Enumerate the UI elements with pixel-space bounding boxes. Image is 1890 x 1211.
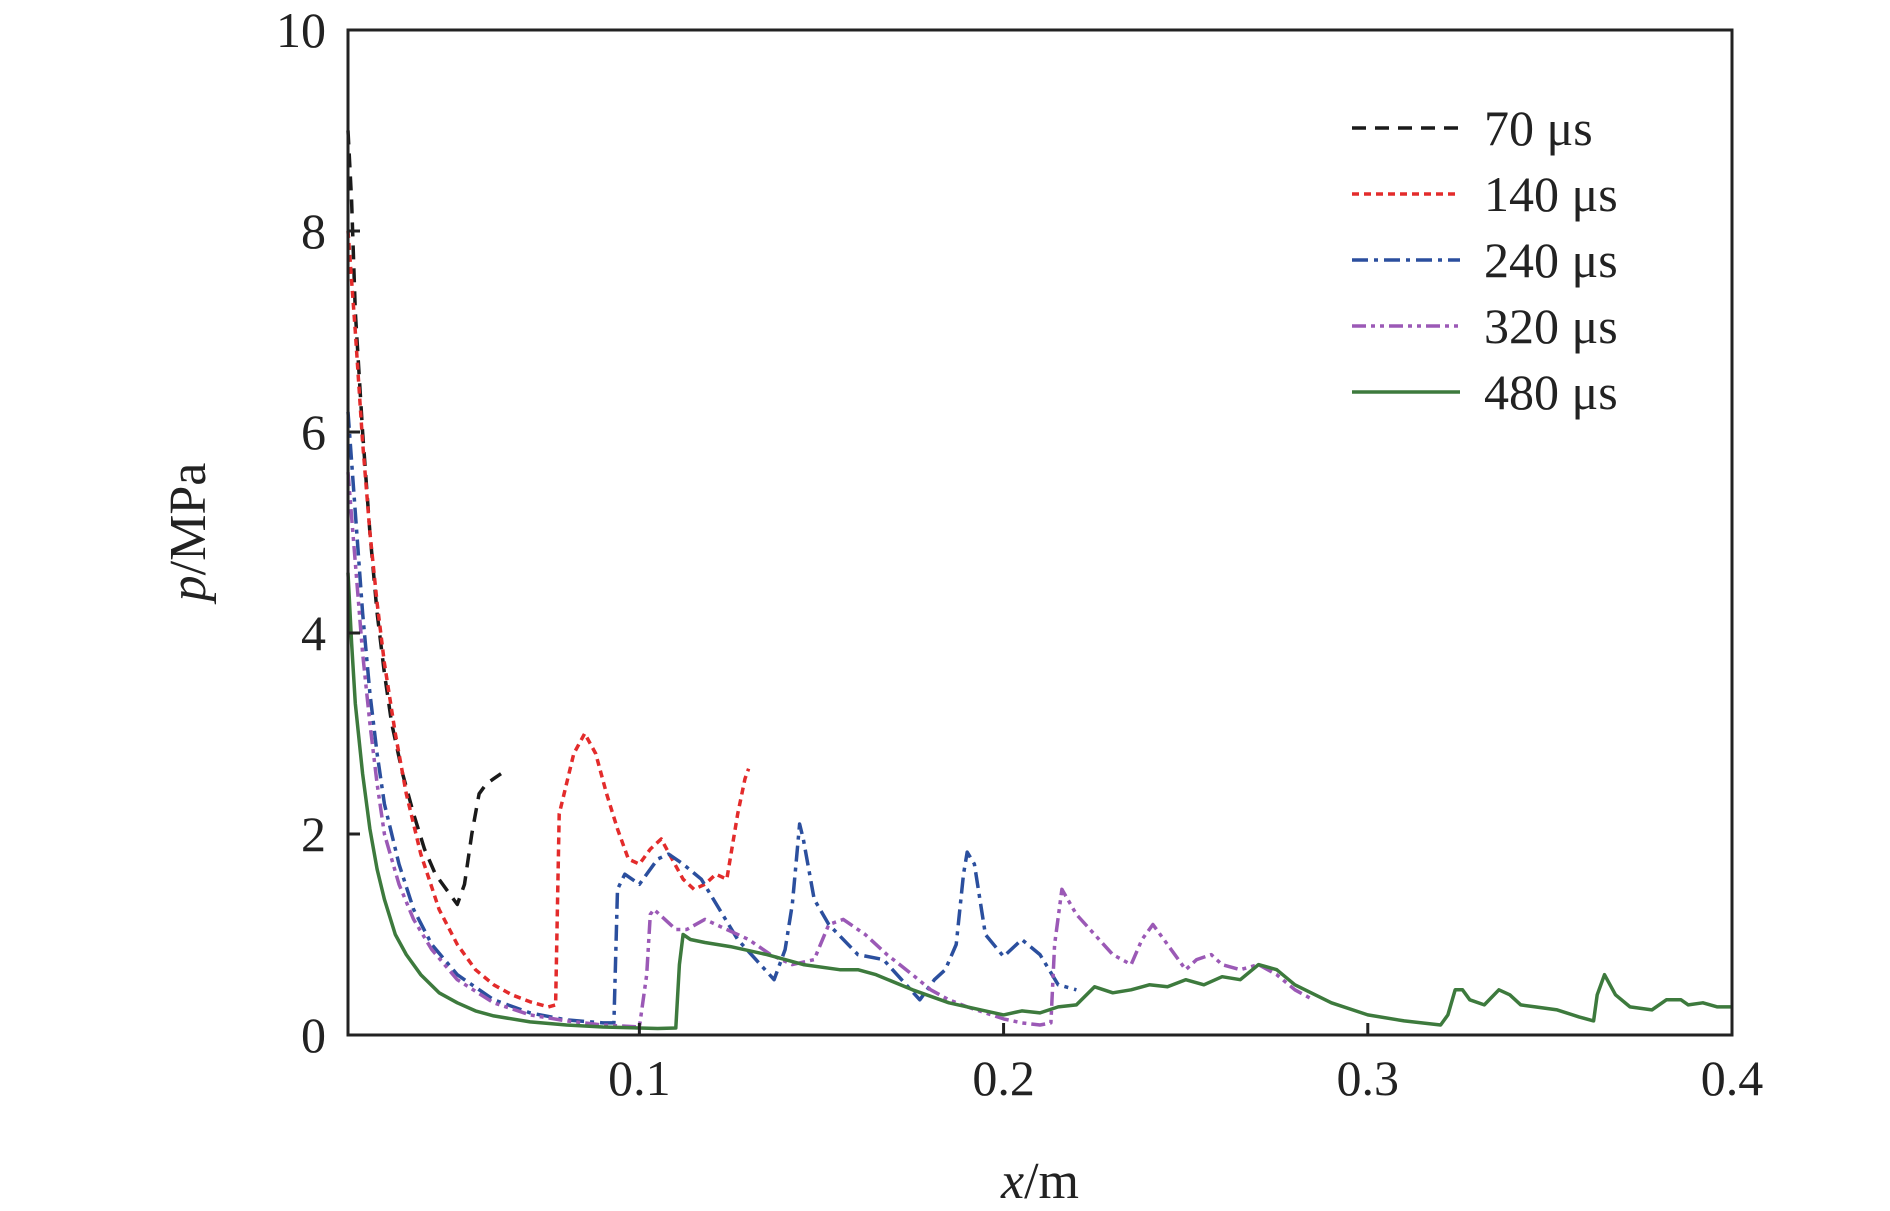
series-layer xyxy=(346,130,1732,1031)
x-tick-label: 0.4 xyxy=(1701,1050,1764,1106)
y-tick-label: 6 xyxy=(301,404,326,460)
y-axis-label: p/MPa xyxy=(160,463,217,606)
y-tick-label: 0 xyxy=(301,1007,326,1063)
x-tick-label: 0.1 xyxy=(608,1050,671,1106)
x-axis-variable: x xyxy=(1000,1153,1024,1210)
x-axis-unit: /m xyxy=(1024,1153,1079,1210)
legend-label-4: 320 μs xyxy=(1484,298,1618,354)
series-line-3 xyxy=(346,411,1077,1025)
y-axis-unit: /MPa xyxy=(160,463,217,576)
legend-label-5: 480 μs xyxy=(1484,364,1618,420)
x-axis-label: x/m xyxy=(1000,1153,1079,1210)
x-tick-label: 0.3 xyxy=(1337,1050,1400,1106)
y-tick-label: 2 xyxy=(301,806,326,862)
y-axis-variable: p xyxy=(160,575,217,605)
x-ticks: 0.1 0.2 0.3 0.4 xyxy=(608,1023,1763,1106)
y-tick-label: 8 xyxy=(301,203,326,259)
series-line-5 xyxy=(346,572,1732,1031)
y-tick-label: 4 xyxy=(301,605,326,661)
legend-label-1: 70 μs xyxy=(1484,100,1593,156)
legend-label-3: 240 μs xyxy=(1484,232,1618,288)
y-tick-label: 10 xyxy=(276,2,326,58)
series-line-2 xyxy=(346,230,751,1009)
plot-frame xyxy=(346,28,1734,1037)
legend-label-2: 140 μs xyxy=(1484,166,1618,222)
series-line-4 xyxy=(346,472,1315,1029)
legend: 70 μs 140 μs 240 μs 320 μs 480 μs xyxy=(1352,100,1618,420)
x-tick-label: 0.2 xyxy=(972,1050,1035,1106)
y-ticks: 0 2 4 6 8 10 xyxy=(276,2,360,1063)
